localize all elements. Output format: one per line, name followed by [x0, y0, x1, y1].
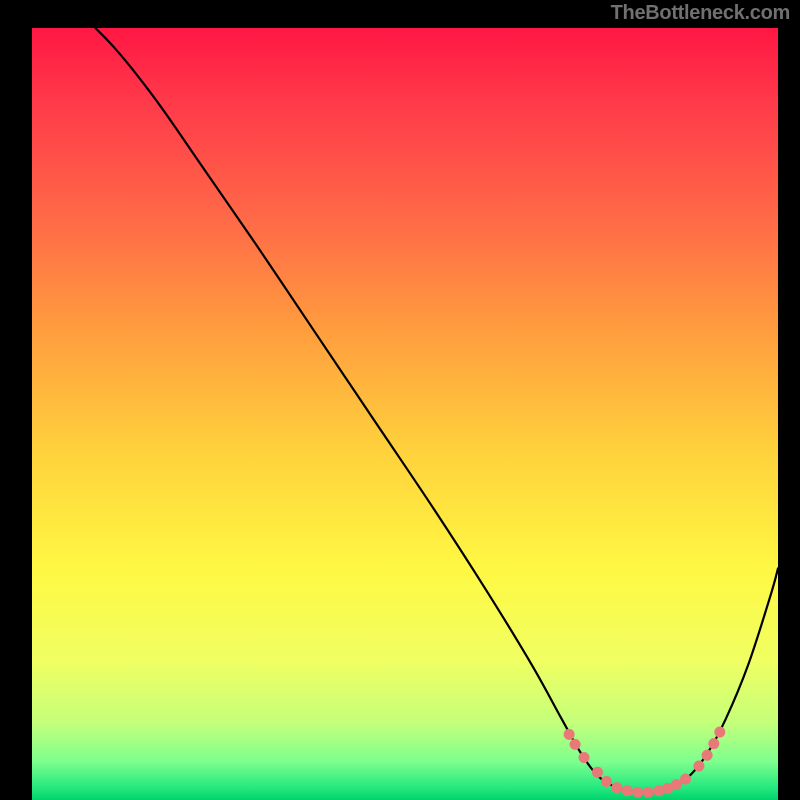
attribution-text: TheBottleneck.com: [611, 2, 790, 25]
flat-marker: [601, 776, 612, 787]
flat-marker: [564, 729, 575, 740]
flat-marker: [643, 787, 654, 798]
curve-layer: [32, 28, 778, 800]
bottleneck-curve: [95, 28, 778, 792]
flat-marker: [708, 738, 719, 749]
flat-marker: [592, 767, 603, 778]
flat-marker: [579, 752, 590, 763]
chart-wrapper: TheBottleneck.com: [0, 0, 800, 800]
flat-marker: [680, 774, 691, 785]
flat-marker: [611, 782, 622, 793]
flat-marker: [702, 750, 713, 761]
flat-marker: [632, 787, 643, 798]
flat-marker: [570, 739, 581, 750]
flat-marker: [622, 785, 633, 796]
flat-marker: [693, 761, 704, 772]
flat-marker: [714, 727, 725, 738]
plot-area: [32, 28, 778, 800]
